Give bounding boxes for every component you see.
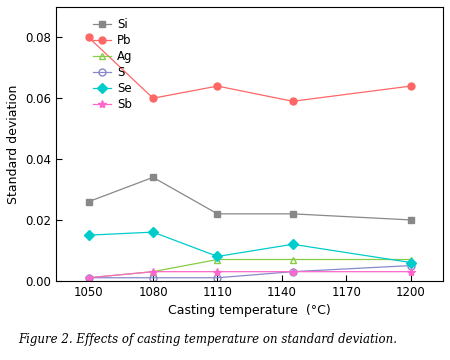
Sb (290, 270, 295, 274)
S (290, 270, 295, 274)
Se (150, 230, 156, 234)
Legend: Si, Pb, Ag, S, Se, Sb: Si, Pb, Ag, S, Se, Sb (93, 18, 132, 111)
Y-axis label: Standard deviation: Standard deviation (7, 84, 20, 203)
Sb (150, 270, 156, 274)
Se (215, 254, 220, 258)
Text: Figure 2. Effects of casting temperature on standard deviation.: Figure 2. Effects of casting temperature… (18, 333, 397, 346)
Pb (150, 96, 156, 100)
Pb (408, 84, 414, 88)
Si (150, 175, 156, 180)
Line: S: S (85, 262, 414, 281)
Ag (150, 270, 156, 274)
Ag (86, 276, 91, 280)
S (215, 276, 220, 280)
Si (215, 212, 220, 216)
Se (290, 242, 295, 247)
Sb (408, 270, 414, 274)
Line: Se: Se (85, 229, 414, 266)
Ag (290, 257, 295, 262)
Sb (86, 276, 91, 280)
Sb (215, 270, 220, 274)
S (150, 276, 156, 280)
Line: Si: Si (86, 175, 414, 223)
S (408, 264, 414, 268)
Si (408, 218, 414, 222)
Ag (408, 257, 414, 262)
Ag (215, 257, 220, 262)
X-axis label: Casting temperature  (°C): Casting temperature (°C) (168, 304, 331, 317)
Line: Sb: Sb (85, 267, 415, 282)
Pb (290, 99, 295, 103)
Line: Ag: Ag (85, 256, 414, 281)
S (86, 276, 91, 280)
Pb (215, 84, 220, 88)
Se (408, 260, 414, 265)
Line: Pb: Pb (85, 34, 414, 105)
Si (290, 212, 295, 216)
Si (86, 199, 91, 204)
Pb (86, 35, 91, 40)
Se (86, 233, 91, 237)
